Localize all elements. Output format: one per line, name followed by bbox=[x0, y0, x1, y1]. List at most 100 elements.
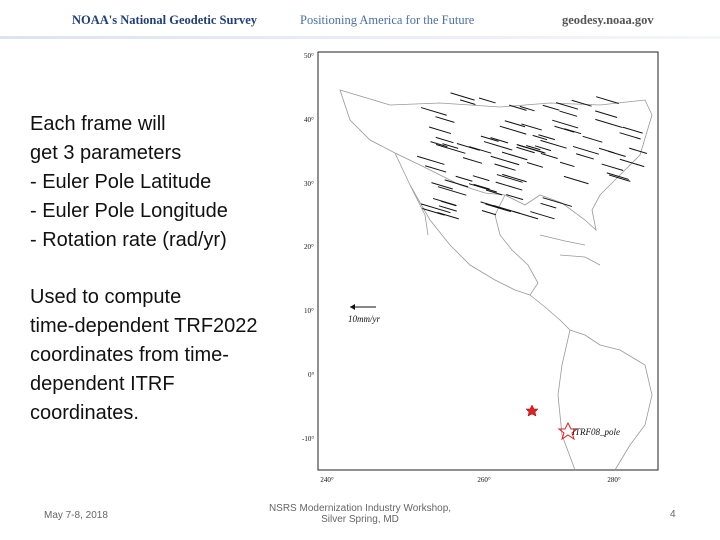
velocity-arrow bbox=[595, 118, 623, 129]
lat-label: 40° bbox=[304, 116, 314, 124]
velocity-arrow bbox=[532, 134, 548, 141]
body-line: coordinates. bbox=[30, 402, 139, 424]
body-line: Used to compute bbox=[30, 286, 182, 308]
velocity-arrow bbox=[459, 99, 476, 105]
velocity-arrow bbox=[483, 141, 513, 151]
body-line: - Euler Pole Longitude bbox=[30, 200, 228, 222]
velocity-arrow bbox=[601, 163, 624, 171]
velocity-arrow bbox=[450, 92, 475, 101]
header-rule bbox=[0, 36, 720, 39]
lon-label: 240° bbox=[320, 476, 334, 484]
footer-event-line: NSRS Modernization Industry Workshop, bbox=[268, 503, 452, 514]
velocity-arrow bbox=[437, 211, 459, 220]
lat-label: 20° bbox=[304, 243, 314, 251]
lat-label: 10° bbox=[304, 307, 314, 315]
body-line: get 3 parameters bbox=[30, 142, 182, 164]
velocity-arrow bbox=[526, 162, 544, 168]
velocity-arrow bbox=[473, 183, 490, 190]
velocity-arrow bbox=[468, 183, 497, 193]
scale-arrowhead bbox=[350, 304, 355, 310]
velocity-arrow bbox=[530, 211, 555, 220]
velocity-arrow bbox=[502, 173, 527, 183]
velocity-arrow bbox=[526, 145, 541, 151]
velocity-arrow bbox=[540, 152, 558, 159]
velocity-arrow bbox=[504, 120, 526, 128]
velocity-arrow bbox=[595, 96, 619, 104]
velocity-arrow bbox=[542, 104, 560, 111]
velocity-arrow bbox=[481, 210, 497, 216]
scale-label: 10mm/yr bbox=[348, 314, 380, 324]
velocity-arrow bbox=[629, 147, 648, 154]
velocity-arrow bbox=[468, 146, 492, 154]
velocity-arrow bbox=[572, 145, 599, 155]
lon-label: 280° bbox=[607, 476, 621, 484]
body-line: - Euler Pole Latitude bbox=[30, 171, 212, 193]
velocity-arrow bbox=[494, 163, 516, 171]
velocity-arrow bbox=[420, 203, 451, 214]
body-line: time-dependent TRF2022 bbox=[30, 315, 258, 337]
velocity-arrow bbox=[519, 105, 535, 112]
lat-label: -10° bbox=[302, 435, 314, 443]
pole-label: ITRF08_pole bbox=[571, 427, 620, 437]
velocity-arrow bbox=[478, 97, 496, 104]
velocity-arrow bbox=[540, 202, 557, 209]
velocity-arrow bbox=[416, 155, 445, 165]
velocity-arrow bbox=[420, 107, 447, 116]
body-line: Each frame will bbox=[30, 113, 166, 135]
velocity-arrow bbox=[575, 153, 594, 160]
velocity-arrow bbox=[428, 126, 452, 135]
body-line: dependent ITRF bbox=[30, 373, 175, 395]
velocity-arrow bbox=[499, 125, 527, 135]
velocity-arrow bbox=[608, 174, 631, 182]
velocity-arrow bbox=[495, 181, 523, 191]
site: geodesy.noaa.gov bbox=[562, 13, 654, 27]
velocity-arrow bbox=[619, 132, 641, 140]
velocity-arrow bbox=[582, 135, 603, 143]
velocity-arrow bbox=[440, 200, 457, 207]
lat-label: 30° bbox=[304, 180, 314, 188]
footer-date: May 7-8, 2018 bbox=[44, 510, 108, 521]
velocity-arrow bbox=[606, 172, 629, 180]
velocity-arrow bbox=[425, 165, 447, 173]
pole-star bbox=[525, 404, 539, 417]
velocity-arrow bbox=[455, 175, 473, 182]
velocity-arrow bbox=[552, 119, 579, 129]
velocity-arrow bbox=[438, 205, 457, 212]
velocity-arrow bbox=[485, 189, 503, 196]
velocity-arrow bbox=[430, 141, 448, 148]
velocity-arrow bbox=[431, 182, 453, 190]
velocity-arrow bbox=[462, 157, 483, 164]
velocity-arrow bbox=[493, 204, 521, 214]
velocity-arrow bbox=[516, 146, 535, 154]
velocity-arrows bbox=[416, 92, 648, 220]
body-line: coordinates from time- bbox=[30, 344, 229, 366]
velocity-arrow bbox=[490, 155, 520, 166]
velocity-arrow bbox=[444, 179, 469, 188]
velocity-map: 50° 40° 30° 20° 10° 0° -10° 240° 260° 28… bbox=[302, 51, 659, 484]
velocity-arrow bbox=[435, 136, 454, 144]
velocity-arrow bbox=[501, 151, 528, 161]
velocity-arrow bbox=[571, 99, 592, 107]
velocity-arrow bbox=[538, 134, 556, 141]
lat-label: 0° bbox=[308, 371, 315, 379]
footer-event: NSRS Modernization Industry Workshop, Si… bbox=[260, 503, 460, 525]
velocity-arrow bbox=[456, 142, 480, 151]
velocity-arrow bbox=[496, 174, 523, 183]
velocity-arrow bbox=[521, 123, 542, 131]
lat-labels: 50° 40° 30° 20° 10° 0° -10° bbox=[302, 52, 315, 443]
velocity-arrow bbox=[480, 135, 499, 142]
velocity-arrow bbox=[619, 158, 645, 168]
velocity-arrow bbox=[598, 147, 615, 154]
velocity-arrow bbox=[555, 102, 579, 110]
body-line: - Rotation rate (rad/yr) bbox=[30, 229, 227, 251]
velocity-arrow bbox=[509, 104, 527, 111]
velocity-arrow bbox=[559, 110, 578, 117]
footer-event-line: Silver Spring, MD bbox=[321, 514, 399, 525]
velocity-arrow bbox=[437, 186, 467, 196]
velocity-arrow bbox=[542, 197, 573, 207]
velocity-arrow bbox=[559, 161, 575, 168]
footer-page: 4 bbox=[670, 509, 676, 520]
velocity-arrow bbox=[490, 137, 509, 144]
lon-label: 260° bbox=[477, 476, 491, 484]
